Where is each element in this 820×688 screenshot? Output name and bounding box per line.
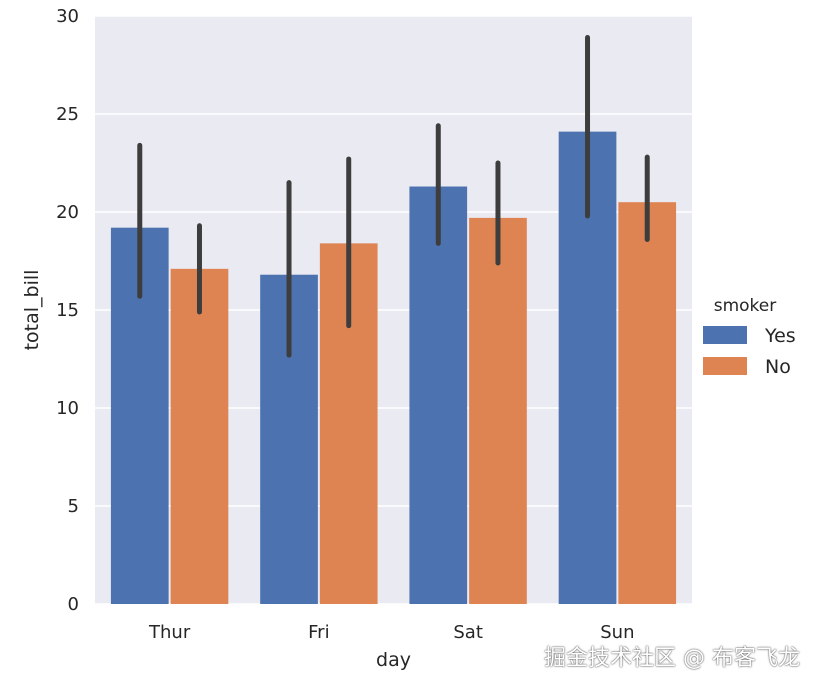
y-tick-label: 30 [56, 6, 79, 27]
error-bars [137, 35, 650, 358]
y-tick-label: 10 [56, 398, 79, 419]
y-tick-label: 5 [68, 496, 79, 517]
watermark: 掘金技术社区 @ 布客飞龙 [544, 646, 800, 671]
legend-swatch-no [703, 357, 747, 375]
legend-title: smoker [714, 296, 777, 316]
x-axis-label: day [376, 649, 411, 671]
legend-swatch-yes [703, 326, 747, 344]
y-tick-label: 25 [56, 104, 79, 125]
x-tick-labels: Thur Fri Sat Sun [148, 622, 634, 643]
legend-label-no: No [765, 356, 791, 378]
x-tick-label: Thur [148, 622, 191, 643]
x-tick-label: Sat [453, 622, 483, 643]
y-tick-label: 15 [56, 300, 79, 321]
y-tick-label: 20 [56, 202, 79, 223]
x-tick-label: Fri [308, 622, 329, 643]
legend: smoker Yes No [703, 296, 796, 378]
bar-no-sat [469, 217, 527, 604]
x-tick-label: Sun [600, 622, 634, 643]
bar-no-thur [170, 268, 229, 604]
bar-yes-sat [409, 186, 468, 604]
y-tick-labels: 0 5 10 15 20 25 30 [56, 6, 79, 615]
legend-label-yes: Yes [764, 325, 796, 347]
y-axis-label: total_bill [21, 270, 43, 351]
bar-no-sun [618, 202, 677, 604]
y-tick-label: 0 [68, 594, 79, 615]
